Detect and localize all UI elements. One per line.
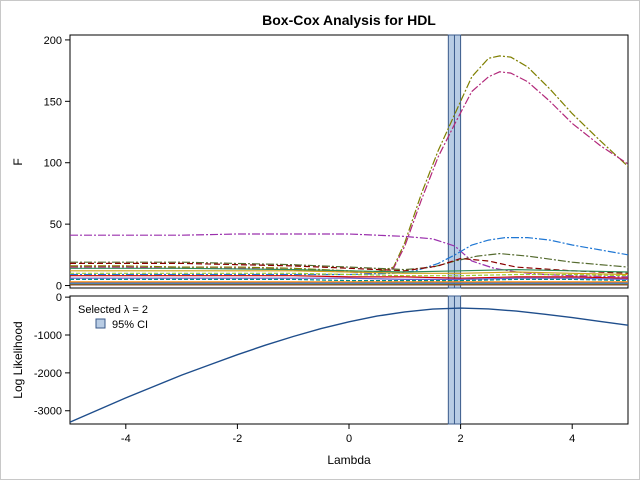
loglik-y-tick-label-1: -1000 bbox=[34, 330, 62, 342]
f-series-line-3 bbox=[70, 237, 628, 276]
x-tick-label-0: -4 bbox=[121, 433, 131, 445]
chart-title: Box-Cox Analysis for HDL bbox=[262, 12, 436, 28]
f-y-tick-label-0: 0 bbox=[56, 281, 62, 293]
loglik-y-axis: 0 -1000 -2000 -3000 bbox=[34, 292, 70, 418]
loglik-lambda-band bbox=[447, 295, 462, 425]
f-y-tick-label-4: 200 bbox=[44, 35, 62, 47]
f-y-axis-title: F bbox=[11, 158, 25, 165]
loglik-panel: 0-1000-2000-3000 -4 -2 0 2 4 Log Likelihood … bbox=[11, 292, 629, 467]
f-series-line-10 bbox=[70, 277, 628, 280]
legend: Selected λ = 2 95% CI bbox=[78, 304, 148, 331]
legend-selected-lambda: Selected λ = 2 bbox=[78, 304, 148, 316]
x-axis-title: Lambda bbox=[327, 453, 371, 467]
loglik-y-tick-label-2: -2000 bbox=[34, 368, 62, 380]
f-series-line-6 bbox=[70, 267, 628, 273]
x-tick-label-1: -2 bbox=[233, 433, 243, 445]
f-y-tick-label-2: 100 bbox=[44, 158, 62, 170]
f-series-line-11 bbox=[70, 278, 628, 282]
loglik-series-line-0 bbox=[70, 307, 628, 423]
f-series-line-8 bbox=[70, 272, 628, 277]
x-axis: -4 -2 0 2 4 bbox=[121, 424, 575, 445]
x-tick-label-3: 2 bbox=[458, 433, 464, 445]
legend-ci-swatch bbox=[95, 318, 106, 329]
f-panel-frame bbox=[69, 34, 629, 289]
f-series-line-2 bbox=[70, 233, 628, 278]
x-tick-label-2: 0 bbox=[346, 433, 352, 445]
loglik-y-tick-label-0: 0 bbox=[56, 292, 62, 304]
loglik-series-group bbox=[70, 307, 628, 423]
f-lambda-band bbox=[447, 34, 462, 289]
f-y-axis: 0 50 100 150 200 bbox=[44, 35, 70, 293]
x-tick-label-4: 4 bbox=[569, 433, 575, 445]
f-panel: 0 50 100 150 200 F bbox=[11, 34, 629, 293]
loglik-y-tick-label-3: -3000 bbox=[34, 406, 62, 418]
f-series-line-0 bbox=[70, 55, 628, 273]
f-series-line-9 bbox=[70, 275, 628, 279]
f-series-group bbox=[70, 55, 628, 286]
loglik-y-axis-title: Log Likelihood bbox=[11, 321, 25, 398]
legend-ci-label: 95% CI bbox=[112, 319, 148, 331]
f-series-line-7 bbox=[70, 270, 628, 276]
f-y-tick-label-1: 50 bbox=[50, 219, 62, 231]
f-y-tick-label-3: 150 bbox=[44, 96, 62, 108]
